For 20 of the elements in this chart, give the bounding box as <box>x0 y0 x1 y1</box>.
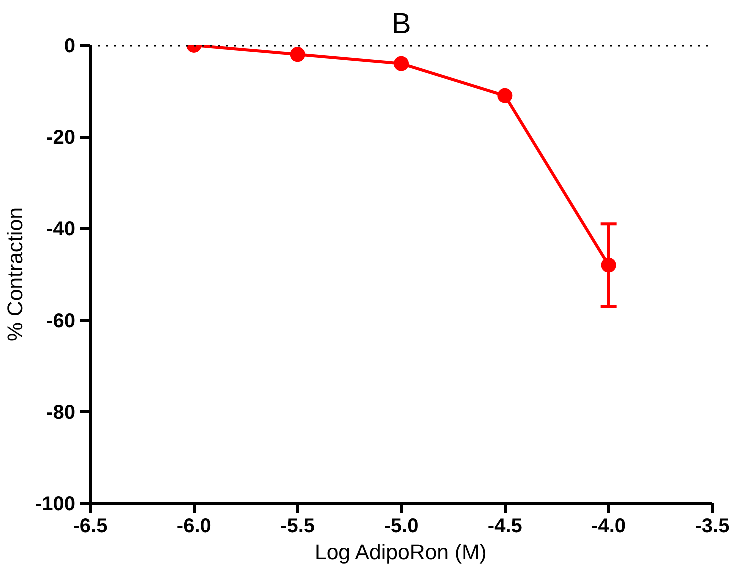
x-tick-label: -4.5 <box>488 516 522 538</box>
chart-title: B <box>392 8 412 40</box>
y-tick-label: -80 <box>46 402 76 424</box>
x-tick-label: -6.0 <box>176 516 212 538</box>
y-axis-title: % Contraction <box>3 208 28 342</box>
y-tick-label: -20 <box>46 127 76 150</box>
y-tick-label: 0 <box>64 36 76 58</box>
point <box>498 88 513 104</box>
x-tick-label: -5.0 <box>384 516 419 538</box>
x-axis-title: Log AdipoRon (M) <box>314 540 487 564</box>
point <box>601 258 616 273</box>
x-tick-label: -4.0 <box>592 516 626 538</box>
x-tick-label: -3.5 <box>695 516 730 538</box>
y-tick-label: -40 <box>46 218 76 241</box>
point <box>394 56 409 72</box>
x-tick-label: -6.5 <box>73 516 108 538</box>
x-tick-label: -5.5 <box>280 516 316 538</box>
y-tick-label: -100 <box>35 494 76 516</box>
y-tick-label: -60 <box>46 310 76 332</box>
point <box>290 47 306 62</box>
